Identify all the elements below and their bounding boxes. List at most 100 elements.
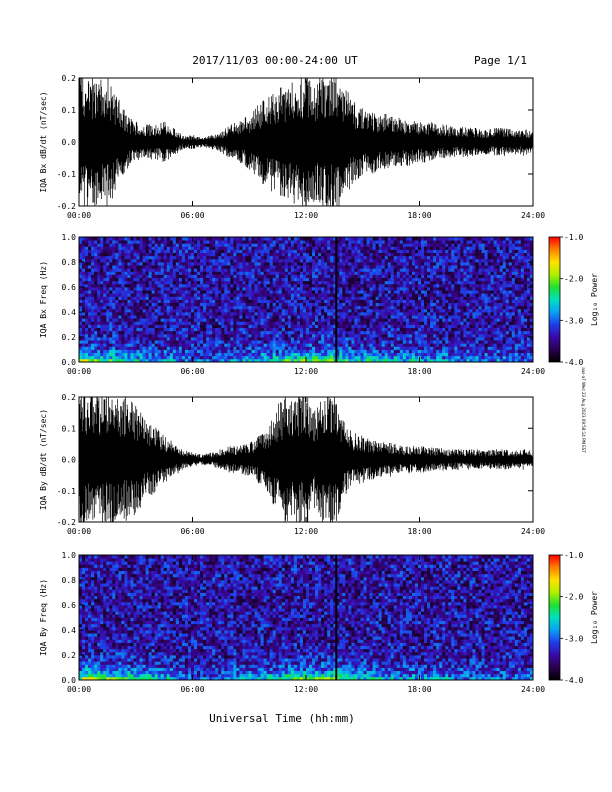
spectrogram-cell	[118, 246, 122, 250]
spectrogram-cell	[366, 252, 370, 257]
spectrogram-cell	[239, 240, 243, 244]
spectrogram-cell	[321, 352, 325, 357]
spectrogram-cell	[218, 243, 222, 247]
spectrogram-cell	[218, 262, 222, 266]
spectrogram-cell	[133, 287, 137, 291]
spectrogram-cell	[351, 305, 355, 310]
spectrogram-cell	[384, 274, 389, 279]
spectrogram-cell	[236, 327, 240, 332]
spectrogram-cell	[157, 262, 162, 266]
spectrogram-cell	[302, 318, 307, 322]
spectrogram-cell	[187, 280, 192, 285]
spectrogram-cell	[103, 243, 107, 247]
spectrogram-cell	[336, 293, 340, 297]
spectrogram-cell	[148, 312, 153, 316]
spectrogram-cell	[169, 312, 174, 316]
spectrogram-cell	[445, 327, 449, 332]
spectrogram-cell	[348, 293, 352, 297]
spectrogram-cell	[408, 265, 413, 269]
spectrogram-cell	[127, 237, 131, 241]
spectrogram-cell	[312, 324, 316, 329]
spectrogram-cell	[212, 302, 216, 307]
spectrogram-cell	[260, 340, 265, 344]
spectrogram-cell	[402, 327, 407, 332]
spectrogram-cell	[230, 271, 234, 275]
spectrogram-cell	[433, 308, 437, 313]
spectrogram-cell	[408, 287, 413, 291]
spectrogram-cell	[118, 318, 122, 322]
spectrogram-cell	[333, 277, 337, 282]
spectrogram-cell	[333, 249, 337, 254]
spectrogram-cell	[387, 308, 392, 313]
spectrogram-cell	[281, 249, 286, 254]
spectrogram-cell	[236, 299, 240, 304]
spectrogram-cell	[424, 340, 428, 344]
spectrogram-cell	[417, 262, 422, 266]
spectrogram-cell	[330, 321, 334, 325]
spectrogram-cell	[339, 346, 343, 350]
spectrogram-cell	[302, 330, 307, 335]
spectrogram-cell	[181, 252, 186, 257]
spectrogram-cell	[439, 280, 443, 285]
spectrogram-cell	[139, 324, 143, 329]
spectrogram-cell	[430, 346, 434, 350]
spectrogram-cell	[200, 243, 204, 247]
spectrogram-cell	[342, 312, 346, 316]
y-tick-label: -0.2	[57, 202, 76, 211]
spectrogram-cell	[436, 358, 440, 362]
spectrogram-cell	[94, 340, 98, 344]
spectrogram-cell	[157, 243, 162, 247]
spectrogram-cell	[169, 299, 174, 304]
spectrogram-cell	[430, 287, 434, 291]
spectrogram-cell	[445, 280, 449, 285]
spectrogram-cell	[239, 237, 243, 241]
spectrogram-cell	[266, 330, 271, 335]
spectrogram-cell	[369, 255, 373, 260]
spectrogram-cell	[194, 237, 198, 241]
spectrogram-cell	[318, 296, 322, 300]
spectrogram-cell	[127, 262, 131, 266]
spectrogram-cell	[94, 262, 98, 266]
spectrogram-cell	[357, 343, 361, 347]
spectrogram-cell	[91, 262, 95, 266]
spectrogram-cell	[194, 280, 198, 285]
spectrogram-cell	[82, 321, 86, 325]
spectrogram-cell	[197, 246, 201, 250]
spectrogram-cell	[230, 240, 234, 244]
spectrogram-cell	[451, 315, 455, 319]
spectrogram-cell	[393, 296, 398, 300]
spectrogram-cell	[309, 343, 313, 347]
spectrogram-cell	[181, 352, 186, 357]
spectrogram-cell	[215, 346, 219, 350]
spectrogram-cell	[269, 337, 274, 341]
spectrogram-cell	[306, 271, 310, 275]
spectrogram-cell	[197, 340, 201, 344]
spectrogram-cell	[372, 346, 377, 350]
spectrogram-cell	[172, 268, 177, 272]
spectrogram-cell	[148, 305, 153, 310]
spectrogram-cell	[215, 302, 219, 307]
spectrogram-cell	[172, 305, 177, 310]
spectrogram-cell	[91, 315, 95, 319]
spectrogram-cell	[442, 255, 446, 260]
spectrogram-cell	[357, 293, 361, 297]
spectrogram-cell	[233, 308, 237, 313]
spectrogram-cell	[230, 258, 234, 263]
spectrogram-cell	[233, 287, 237, 291]
spectrogram-cell	[399, 312, 404, 316]
spectrogram-cell	[260, 355, 265, 360]
spectrogram-cell	[302, 296, 307, 300]
spectrogram-cell	[130, 296, 134, 300]
spectrogram-cell	[390, 343, 395, 347]
spectrogram-cell	[227, 327, 231, 332]
spectrogram-cell	[254, 258, 258, 263]
spectrogram-cell	[414, 330, 419, 335]
spectrogram-cell	[384, 333, 389, 338]
spectrogram-cell	[387, 252, 392, 257]
spectrogram-cell	[254, 274, 258, 279]
spectrogram-cell	[384, 302, 389, 307]
spectrogram-cell	[363, 287, 367, 291]
spectrogram-cell	[254, 293, 258, 297]
spectrogram-cell	[224, 330, 228, 335]
spectrogram-cell	[342, 355, 346, 360]
